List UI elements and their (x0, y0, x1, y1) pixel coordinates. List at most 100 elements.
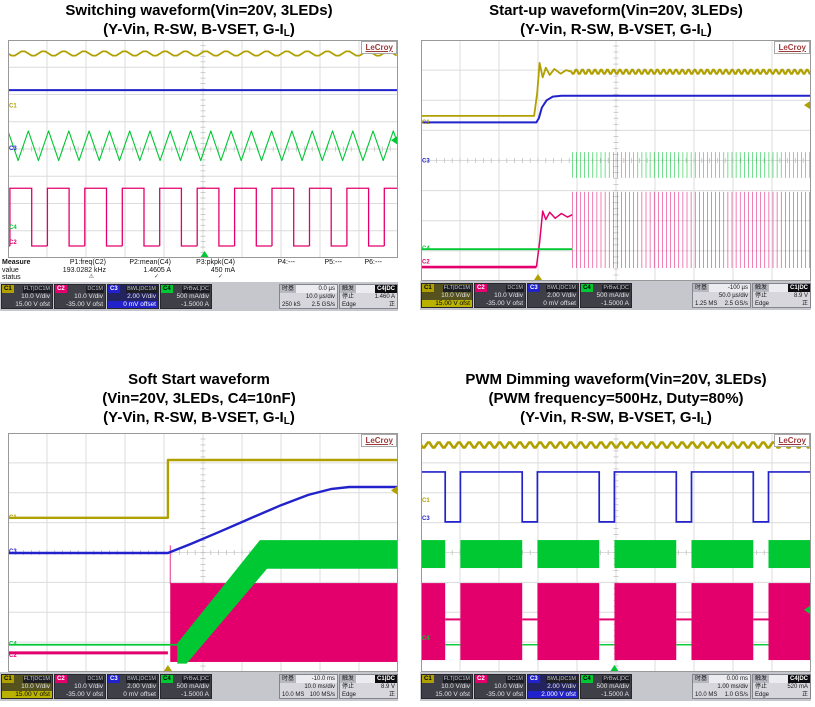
channel-zero-marker-c4: C4 (9, 225, 17, 231)
title-text: PWM Dimming waveform(Vin=20V, 3LEDs) (465, 371, 767, 388)
title-text: Start-up waveform(Vin=20V, 3LEDs) (489, 2, 743, 19)
channel-coupling: PrBwL|DC (602, 675, 630, 683)
trigger-slope: 正 (388, 302, 395, 308)
title-text: (Y-Vin, R-SW, B-VSET, G-I (520, 21, 701, 38)
trigger-slope: 正 (801, 692, 808, 698)
channel-offset: 15.00 V ofst (15, 301, 50, 308)
trigger-level-marker (804, 101, 810, 110)
channel-coupling: BWL|DC1M (546, 675, 577, 683)
trigger-state-row: 停止 520 mA (753, 683, 810, 691)
trigger-label: 触发 (340, 675, 357, 683)
trigger-type-row: Edge 正 (753, 300, 810, 307)
channel-box-header: C2 DC1M (55, 675, 105, 683)
channel-scale: 10.0 V/div (441, 292, 470, 299)
lecroy-logo: LeCroy (361, 434, 397, 447)
title-subscript: L (700, 28, 707, 39)
trigger-header: 触发 C1|DC (340, 675, 397, 683)
channel-label-chip: C3 (108, 285, 120, 293)
channel-zero-marker-c3: C3 (422, 516, 430, 522)
channel-zero-marker-c1: C1 (9, 515, 17, 521)
channel-zero-marker-c4: C4 (422, 246, 430, 252)
timebase-box: 时基 -100 µs 50.0 µs/div 1.25 MS 2.5 GS/s (692, 283, 751, 308)
measure-param: P5:--- (324, 259, 343, 266)
channel-coupling: BWL|DC1M (546, 284, 577, 292)
channel-box-c1: C1 FLT|DC1M 10.0 V/div 15.00 V ofst (1, 284, 53, 309)
measure-status (301, 274, 348, 282)
channel-zero-marker-c2: C2 (422, 260, 430, 266)
measure-value (241, 267, 301, 275)
channel-scale: 2.00 V/div (547, 683, 576, 690)
channel-zero-marker-c2: C2 (9, 653, 17, 659)
trigger-time-marker (610, 665, 619, 671)
scope-display: C1 C3 C4 C2 LeCroy (421, 433, 811, 672)
channel-coupling: BWL|DC1M (126, 285, 157, 293)
channel-coupling: BWL|DC1M (126, 675, 157, 683)
measure-status: ✓ (153, 274, 159, 280)
measure-param: P4:--- (277, 259, 296, 266)
measure-row: value 193.0282 kHz 1.4605 A 450 mA (2, 267, 398, 275)
trigger-type: Edge (342, 692, 357, 698)
timebase-perdiv: 10.0 µs/div (280, 293, 337, 301)
timebase-value: -10.0 ms (311, 676, 335, 682)
timebase-perdiv-text: 10.0 ms/div (304, 684, 335, 690)
timebase-sampling: 10.0 MS 100 MS/s (280, 691, 337, 698)
timebase-perdiv: 10.0 ms/div (280, 683, 337, 691)
trigger-label: 触发 (753, 675, 770, 683)
channel-box-c4: C4 PrBwL|DC 500 mA/div -1.5000 A (160, 674, 212, 699)
title-text: ) (706, 409, 712, 426)
title-text: (PWM frequency=500Hz, Duty=80%) (488, 390, 744, 407)
trigger-box: 触发 C4|DC 停止 1.460 A Edge 正 (339, 284, 398, 309)
channel-zero-marker-c3: C3 (9, 146, 17, 152)
channel-box-c3: C3 BWL|DC1M 2.00 V/div 0 mV offset (107, 674, 159, 699)
timebase-sampling: 250 kS 2.5 GS/s (280, 301, 337, 308)
channel-scale: 500 mA/div (596, 292, 629, 299)
channel-coupling: FLT|DC1M (22, 675, 51, 683)
trigger-source: C4|DC (787, 675, 810, 683)
timebase-rate: 1.0 GS/s (724, 692, 748, 698)
channel-coupling: DC1M (506, 284, 524, 292)
measure-param: P1:freq(C2) (69, 259, 106, 266)
channel-scale: 10.0 V/div (21, 683, 50, 690)
timebase-rate: 2.5 GS/s (724, 301, 748, 307)
channel-offset: -35.00 V ofst (486, 691, 523, 698)
channel-offset: -35.00 V ofst (66, 691, 103, 698)
scope-display: C1 C3 C4 C2 LeCroy (421, 40, 811, 281)
panel-title: Switching waveform(Vin=20V, 3LEDs) (Y-Vin… (0, 0, 398, 40)
channel-box-header: C2 DC1M (475, 284, 525, 292)
timebase-points: 10.0 MS (695, 692, 718, 698)
channel-box-header: C2 DC1M (55, 285, 105, 293)
title-text: (Y-Vin, R-SW, B-VSET, G-I (520, 409, 701, 426)
trigger-box: 触发 C4|DC 停止 520 mA Edge 正 (752, 674, 811, 699)
channel-box-header: C1 FLT|DC1M (2, 285, 52, 293)
trigger-type: Edge (342, 302, 357, 308)
timebase-sampling: 1.25 MS 2.5 GS/s (693, 300, 750, 307)
timebase-sampling: 10.0 MS 1.0 GS/s (693, 691, 750, 698)
channel-label-chip: C3 (108, 675, 120, 683)
title-line: (Y-Vin, R-SW, B-VSET, G-IL) (0, 20, 398, 43)
timebase-header: 时基 0.00 ms (693, 675, 750, 683)
channel-coupling: FLT|DC1M (442, 284, 471, 292)
channel-zero-marker-c3: C3 (422, 159, 430, 165)
trigger-level: 8.9 V (793, 293, 808, 299)
title-text: Switching waveform(Vin=20V, 3LEDs) (65, 2, 333, 19)
trigger-time-marker (163, 665, 172, 671)
trigger-level-marker (804, 605, 810, 614)
title-text: ) (706, 21, 712, 38)
scope-display: C1 C3 C4 C2 LeCroy (8, 40, 398, 258)
timebase-perdiv-text: 1.00 ms/div (717, 684, 748, 690)
title-subscript: L (700, 416, 707, 427)
waveform-display: C1 C3 C4 C2 (8, 40, 398, 258)
channel-offset: -1.5000 A (181, 691, 209, 698)
channel-offset: 2.000 V ofst (528, 691, 578, 698)
channel-box-header: C1 FLT|DC1M (422, 284, 472, 292)
channel-coupling: DC1M (86, 285, 104, 293)
channel-coupling: FLT|DC1M (22, 285, 51, 293)
channel-coupling: PrBwL|DC (182, 675, 210, 683)
channel-scale: 2.00 V/div (127, 683, 156, 690)
channel-offset: 0 mV offset (123, 691, 156, 698)
channel-label-chip: C1 (2, 675, 14, 683)
channel-box-header: C4 PrBwL|DC (161, 285, 211, 293)
measure-row-label: status (2, 274, 21, 281)
timebase-box: 时基 -10.0 ms 10.0 ms/div 10.0 MS 100 MS/s (279, 674, 338, 699)
title-text: (Y-Vin, R-SW, B-VSET, G-I (103, 21, 284, 38)
